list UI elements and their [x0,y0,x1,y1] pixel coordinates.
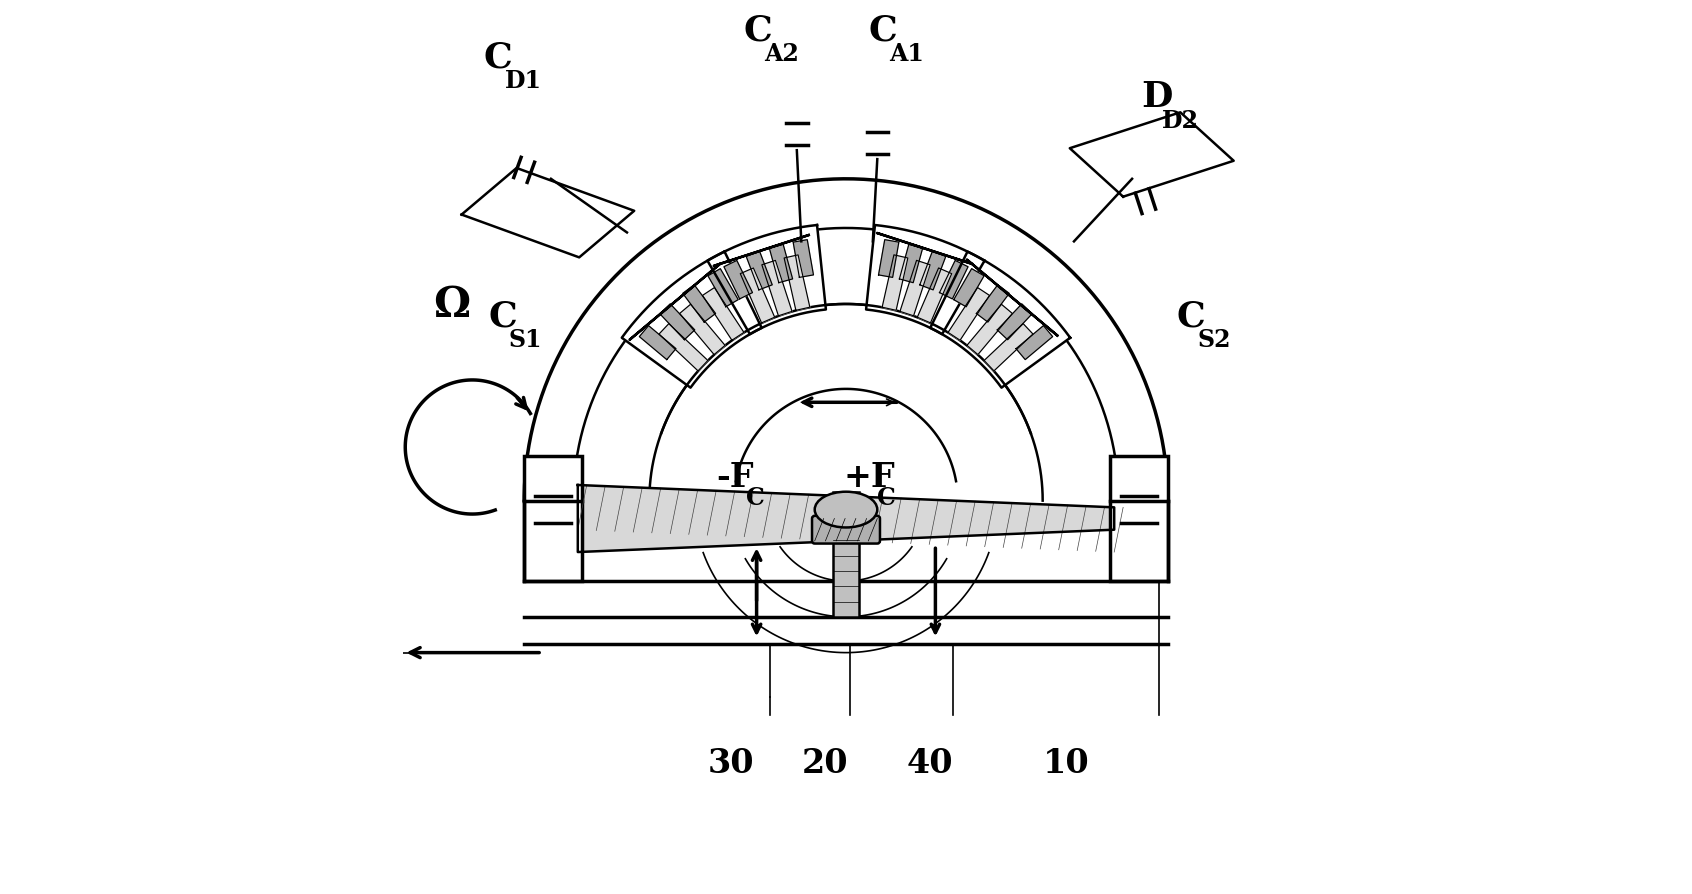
Polygon shape [939,260,968,299]
Polygon shape [966,259,1058,335]
Polygon shape [707,225,826,334]
Polygon shape [640,325,677,359]
Text: A2: A2 [763,42,799,66]
Polygon shape [629,264,721,340]
Polygon shape [621,251,761,388]
Polygon shape [966,304,1012,355]
Polygon shape [702,288,744,341]
Polygon shape [577,485,1115,552]
Polygon shape [866,225,985,334]
Bar [832,492,860,617]
Polygon shape [684,285,716,322]
Polygon shape [761,260,792,316]
Bar [1110,456,1167,581]
Text: S2: S2 [1198,328,1230,352]
Polygon shape [976,285,1008,322]
Polygon shape [707,269,738,307]
Text: 40: 40 [907,747,953,780]
Text: S1: S1 [509,328,543,352]
Polygon shape [574,228,1118,501]
Polygon shape [900,244,922,283]
Text: 30: 30 [707,747,755,780]
Polygon shape [662,304,1030,501]
Text: 20: 20 [802,747,848,780]
Text: C: C [868,13,897,47]
Polygon shape [878,240,898,277]
Polygon shape [900,260,931,316]
Polygon shape [794,240,814,277]
Text: C: C [484,40,513,74]
Polygon shape [948,288,990,341]
Polygon shape [660,304,695,340]
Text: C: C [876,486,897,510]
Text: C: C [746,486,765,510]
Text: A1: A1 [888,42,924,66]
Text: C: C [1176,299,1205,333]
Text: Ω: Ω [433,284,470,326]
Polygon shape [997,304,1032,340]
Polygon shape [985,324,1034,371]
Polygon shape [917,268,951,323]
Polygon shape [658,324,707,371]
Text: +F: +F [843,461,895,494]
Text: D2: D2 [1162,109,1198,133]
Polygon shape [1069,113,1233,197]
FancyBboxPatch shape [812,516,880,544]
Polygon shape [920,251,946,290]
Polygon shape [783,255,810,310]
Text: D: D [1140,80,1173,114]
Polygon shape [931,251,1071,388]
Text: 10: 10 [1042,747,1090,780]
Polygon shape [954,269,985,307]
Polygon shape [882,255,909,310]
Polygon shape [714,235,809,266]
Polygon shape [770,244,792,283]
Text: -F: -F [716,461,755,494]
Bar [525,456,582,581]
Polygon shape [746,251,772,290]
Polygon shape [876,233,971,264]
Ellipse shape [816,492,876,527]
Text: C: C [489,299,518,333]
Polygon shape [462,168,634,257]
Polygon shape [741,268,775,323]
Polygon shape [1015,325,1052,359]
Text: C: C [743,13,772,47]
Text: D1: D1 [504,69,541,93]
Polygon shape [680,304,726,355]
Polygon shape [724,260,753,299]
